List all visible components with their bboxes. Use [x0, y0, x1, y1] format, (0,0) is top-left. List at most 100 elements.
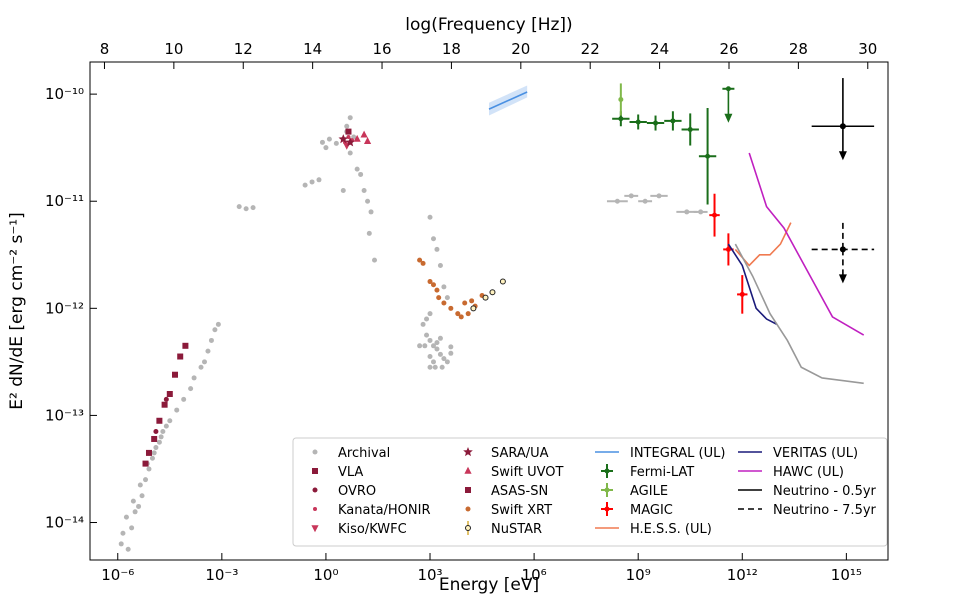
data-point: [422, 343, 428, 349]
data-point: [205, 348, 211, 354]
data-point: [420, 260, 426, 266]
data-point: [417, 257, 423, 263]
legend-label: Swift XRT: [491, 503, 552, 518]
x-axis-title: Energy [eV]: [439, 575, 539, 595]
series-archival-high-energy-: [606, 193, 708, 215]
data-point: [149, 455, 155, 461]
top-tick-label: 28: [789, 40, 808, 58]
data-point: [360, 130, 368, 138]
legend-label: SARA/UA: [491, 446, 549, 461]
y-tick-label: 10⁻¹¹: [45, 192, 84, 210]
data-point: [427, 214, 433, 220]
series-archival: [118, 115, 454, 552]
data-point: [420, 321, 426, 327]
data-point: [430, 359, 436, 365]
series-line: [748, 152, 865, 336]
legend-marker: [604, 506, 610, 512]
data-point: [444, 295, 450, 301]
data-point: [434, 287, 440, 293]
data-point: [441, 300, 447, 306]
top-tick-label: 16: [372, 40, 391, 58]
data-point: [614, 198, 620, 204]
series-line: [734, 243, 864, 385]
series-line: [734, 222, 792, 267]
legend-box: [292, 437, 888, 547]
legend-item: Archival: [312, 446, 390, 461]
data-point: [153, 445, 159, 451]
data-point: [166, 391, 173, 397]
data-point: [163, 423, 169, 429]
data-point: [120, 530, 126, 536]
x-tick-label: 10⁻⁶: [101, 566, 134, 584]
top-tick-label: 12: [234, 40, 253, 58]
data-point: [448, 344, 454, 350]
legend-item: NuSTAR: [465, 521, 542, 537]
data-point: [158, 434, 164, 440]
series-magic: [709, 193, 748, 314]
data-point: [212, 327, 218, 333]
data-point: [358, 171, 364, 177]
data-point: [302, 182, 308, 188]
data-point: [151, 435, 158, 442]
series-agile: [618, 83, 624, 116]
legend-label: Neutrino - 7.5yr: [773, 503, 877, 518]
data-point: [338, 134, 349, 144]
legend-marker: [312, 468, 318, 474]
legend-marker: [464, 466, 472, 474]
x-tick-label: 10⁰: [313, 566, 338, 584]
data-point: [434, 346, 440, 352]
legend-item: VERITAS (UL): [738, 446, 858, 461]
x-tick-label: 10⁶: [522, 566, 547, 584]
legend-label: Neutrino - 0.5yr: [773, 484, 877, 499]
data-point: [181, 396, 187, 402]
data-point: [323, 145, 329, 151]
data-point: [316, 177, 322, 183]
data-point: [163, 396, 169, 402]
legend-label: OVRO: [338, 484, 376, 499]
series-swift-xrt: [417, 257, 485, 320]
data-point: [465, 311, 471, 317]
data-point: [441, 356, 447, 362]
x-tick-label: 10³: [417, 566, 442, 584]
data-point: [424, 316, 430, 322]
series-gray-ul-band: [734, 243, 864, 385]
data-point: [177, 353, 184, 360]
data-point: [153, 428, 159, 434]
legend-label: Swift UVOT: [491, 465, 563, 480]
data-point: [208, 337, 214, 343]
data-point: [482, 294, 489, 301]
series-asas-sn: [345, 128, 352, 135]
data-point: [319, 139, 325, 145]
legend-marker: [465, 506, 471, 512]
top-tick-label: 26: [719, 40, 738, 58]
legend-label: ASAS-SN: [491, 484, 548, 499]
top-tick-label: 14: [303, 40, 322, 58]
data-point: [145, 449, 152, 456]
data-point: [139, 493, 145, 499]
data-point: [365, 198, 371, 204]
legend-label: Kanata/HONIR: [338, 503, 431, 518]
legend-label: NuSTAR: [491, 522, 542, 537]
data-point: [455, 311, 461, 317]
legend-item: VLA: [312, 465, 363, 480]
data-point: [345, 128, 352, 135]
data-point: [174, 407, 180, 413]
data-point: [427, 311, 433, 317]
data-point: [132, 509, 138, 515]
data-point: [439, 364, 445, 370]
data-point: [215, 321, 221, 327]
x-tick-label: 10⁻³: [205, 566, 238, 584]
data-point: [698, 209, 704, 215]
data-point: [725, 246, 731, 252]
legend-item: Neutrino - 7.5yr: [738, 503, 877, 518]
data-point: [201, 359, 207, 365]
data-point: [182, 342, 189, 349]
data-point: [687, 126, 693, 132]
data-point: [470, 305, 477, 312]
data-point: [499, 278, 506, 285]
legend-item: AGILE: [601, 483, 668, 499]
series-nustar: [470, 278, 506, 312]
data-point: [434, 340, 440, 346]
data-point: [125, 546, 131, 552]
data-point: [653, 120, 659, 126]
